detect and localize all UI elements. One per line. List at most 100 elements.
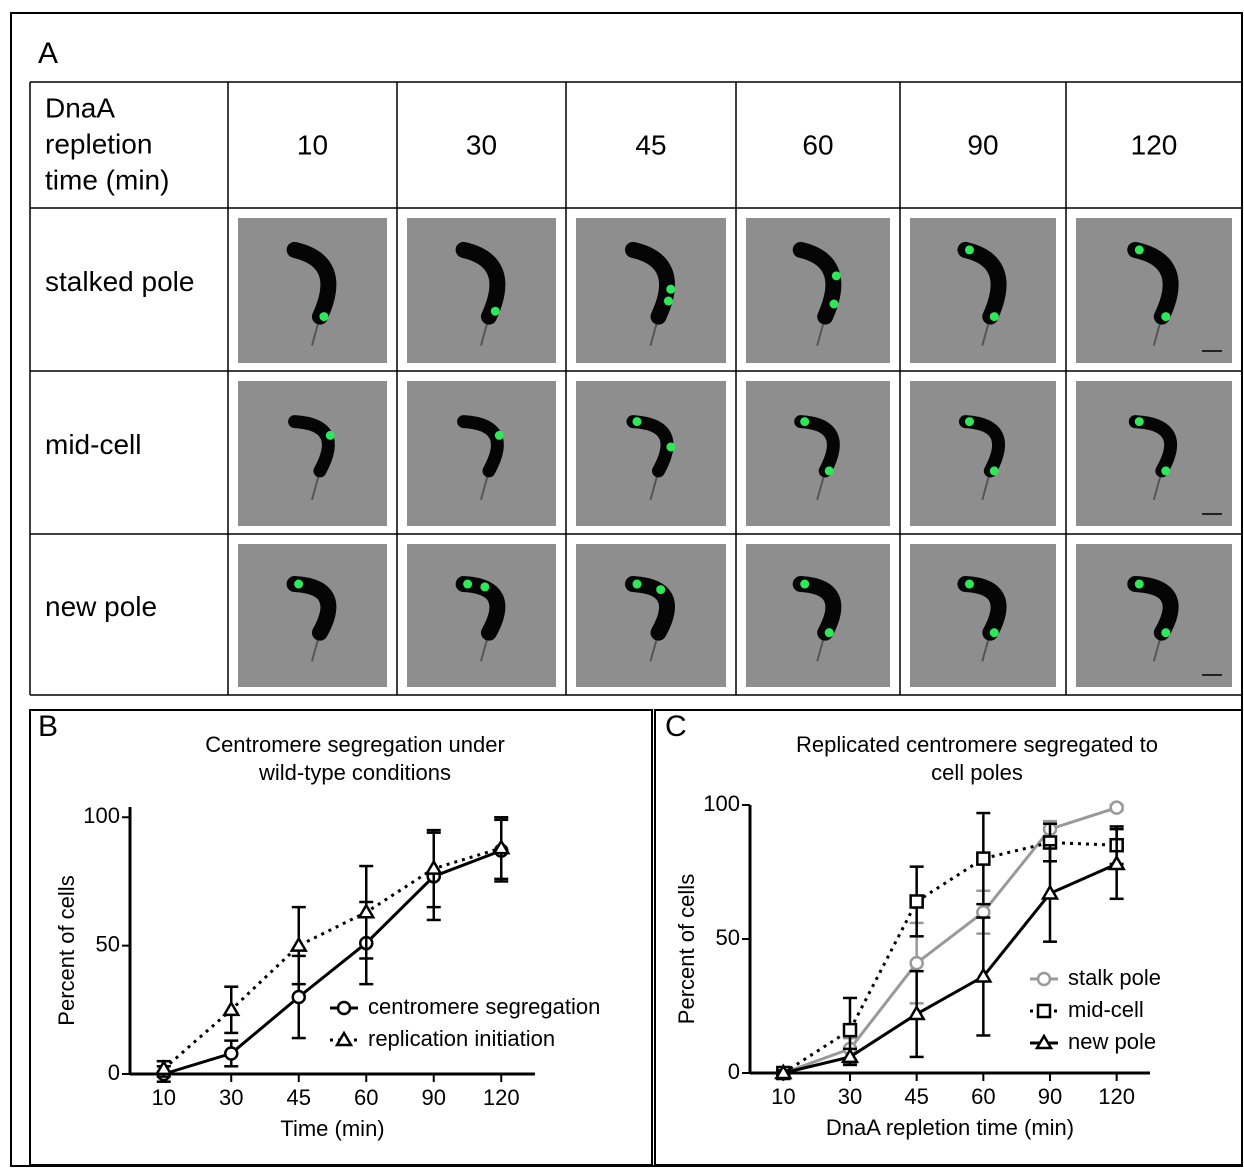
foci <box>632 579 642 589</box>
x-tick-label: 60 <box>354 1085 378 1110</box>
x-tick-label: 60 <box>971 1084 995 1109</box>
legend-label: new pole <box>1068 1029 1156 1054</box>
x-tick-label: 45 <box>287 1085 311 1110</box>
micrograph <box>910 218 1056 363</box>
chart-title: Replicated centromere segregated to <box>796 732 1158 757</box>
marker <box>424 859 443 875</box>
marker <box>154 1059 173 1076</box>
x-tick-label: 10 <box>771 1084 795 1109</box>
foci <box>490 306 500 316</box>
micrograph <box>746 381 890 526</box>
foci <box>824 466 834 476</box>
header-label: time (min) <box>45 164 169 195</box>
cell <box>1127 576 1179 641</box>
cell <box>455 241 506 325</box>
micrograph <box>407 381 556 526</box>
column-header: 45 <box>635 129 666 160</box>
marker <box>774 1063 793 1080</box>
y-tick-label: 50 <box>716 925 740 950</box>
row-label: mid-cell <box>45 429 141 460</box>
y-tick-label: 0 <box>108 1060 120 1085</box>
legend-label: replication initiation <box>368 1026 555 1051</box>
foci <box>989 628 999 638</box>
marker <box>224 1046 239 1061</box>
x-tick-label: 90 <box>422 1085 446 1110</box>
foci <box>656 585 666 595</box>
marker <box>289 936 308 952</box>
micrograph <box>238 381 387 526</box>
x-tick-label: 30 <box>838 1084 862 1109</box>
foci <box>1161 466 1171 476</box>
panel-label: C <box>665 710 687 743</box>
x-tick-label: 30 <box>219 1085 243 1110</box>
foci <box>800 417 810 427</box>
foci <box>632 417 642 427</box>
legend-label: stalk pole <box>1068 965 1161 990</box>
y-axis-label: Percent of cells <box>674 874 699 1024</box>
foci <box>1161 312 1171 322</box>
marker <box>907 1004 926 1021</box>
micrograph <box>238 218 387 363</box>
foci <box>989 466 999 476</box>
micrograph <box>910 544 1056 687</box>
foci <box>494 430 504 440</box>
series-line <box>782 806 1118 1075</box>
cell <box>625 241 675 325</box>
marker <box>909 955 924 971</box>
y-axis-label: Percent of cells <box>54 875 79 1025</box>
cell <box>1128 415 1178 478</box>
column-header: 30 <box>466 129 497 160</box>
chart-title: cell poles <box>931 760 1023 785</box>
micrograph <box>746 544 890 687</box>
marker <box>976 851 991 866</box>
column-header: 10 <box>297 129 328 160</box>
series-line <box>782 841 1117 1075</box>
cell <box>1127 241 1179 325</box>
legend-label: mid-cell <box>1068 997 1144 1022</box>
cell <box>958 415 1005 478</box>
cell <box>794 415 840 478</box>
cell <box>455 576 506 641</box>
foci <box>829 299 839 309</box>
micrograph <box>576 381 726 526</box>
marker <box>334 1030 354 1047</box>
cell <box>626 415 674 478</box>
foci <box>325 430 335 440</box>
foci <box>1134 417 1144 427</box>
x-axis-label: Time (min) <box>280 1116 384 1141</box>
y-tick-label: 100 <box>703 791 740 816</box>
series-line <box>782 862 1118 1075</box>
marker <box>1036 1003 1052 1019</box>
foci <box>989 312 999 322</box>
foci <box>964 417 974 427</box>
y-tick-label: 50 <box>96 931 120 956</box>
foci <box>294 579 304 589</box>
marker <box>492 838 511 855</box>
micrograph <box>238 544 387 687</box>
x-axis-label: DnaA repletion time (min) <box>826 1115 1074 1140</box>
foci <box>480 582 490 592</box>
panel-border <box>654 709 1243 1166</box>
x-tick-label: 45 <box>904 1084 928 1109</box>
legend-label: centromere segregation <box>368 994 600 1019</box>
panel-label: A <box>38 37 58 70</box>
row-label: new pole <box>45 591 157 622</box>
foci <box>319 312 329 322</box>
x-tick-label: 10 <box>152 1085 176 1110</box>
marker <box>1040 883 1060 900</box>
foci <box>800 579 810 589</box>
column-header: 90 <box>967 129 998 160</box>
column-header: 120 <box>1131 129 1178 160</box>
foci <box>463 579 473 589</box>
row-label: stalked pole <box>45 266 194 297</box>
marker <box>291 989 306 1005</box>
panel-border <box>29 709 653 1166</box>
series-line <box>163 849 502 1076</box>
marker <box>222 1000 241 1017</box>
micrograph <box>1076 218 1232 363</box>
micrograph <box>407 544 556 687</box>
marker <box>1107 854 1126 871</box>
chart-title: wild-type conditions <box>258 760 451 785</box>
cell <box>792 576 842 641</box>
